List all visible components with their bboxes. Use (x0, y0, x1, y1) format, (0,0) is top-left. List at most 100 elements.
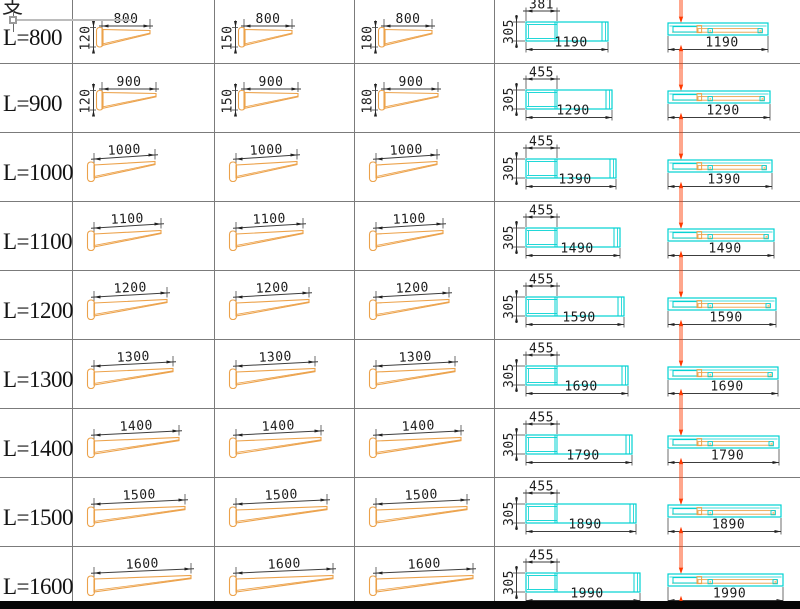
row-label: L=1500 (0, 477, 74, 546)
beam-side-view-type2: 1300 (214, 339, 356, 408)
row-label-text: L=1200 (3, 297, 74, 323)
svg-text:1690: 1690 (710, 380, 743, 395)
svg-text:150: 150 (221, 26, 236, 51)
beam-side-view-type3: 1400 (354, 408, 496, 477)
svg-text:1600: 1600 (125, 556, 159, 573)
bracket-elevation-view: 1490 (660, 201, 786, 270)
row-label: L=800 (0, 0, 72, 63)
svg-text:305: 305 (502, 501, 517, 526)
svg-text:1690: 1690 (564, 380, 597, 395)
beam-side-view-type2: 900 150 (214, 63, 356, 132)
row-label: L=1300 (0, 339, 74, 408)
column-divider (214, 0, 215, 601)
svg-text:1500: 1500 (122, 487, 156, 504)
svg-text:1100: 1100 (392, 211, 426, 228)
bracket-plan-view: 455 305 1290 (496, 63, 628, 132)
table-row: L=900 900 120 900 150 900 180 455 305 1290 12… (0, 63, 800, 132)
table-row: L=1400 1400 1400 1400 455 305 1790 1790 (0, 408, 800, 477)
svg-text:1300: 1300 (398, 349, 432, 366)
beam-side-view-type3: 1300 (354, 339, 496, 408)
svg-text:455: 455 (529, 342, 554, 357)
svg-text:900: 900 (259, 75, 284, 90)
svg-text:455: 455 (529, 204, 554, 219)
svg-text:1490: 1490 (560, 242, 593, 257)
bracket-plan-view: 455 305 1590 (496, 270, 640, 339)
svg-text:1290: 1290 (556, 104, 589, 119)
svg-text:1000: 1000 (107, 142, 141, 159)
beam-side-view-type3: 900 180 (354, 63, 496, 132)
beam-side-view-type2: 1500 (214, 477, 356, 546)
bracket-elevation-view: 1690 (660, 339, 790, 408)
svg-text:1590: 1590 (562, 311, 595, 326)
bracket-plan-view: 455 305 1490 (496, 201, 636, 270)
row-label: L=1100 (0, 201, 73, 270)
svg-text:1400: 1400 (261, 418, 295, 435)
svg-text:120: 120 (79, 26, 94, 51)
svg-text:1790: 1790 (711, 449, 744, 464)
bracket-elevation-view: 1790 (660, 408, 791, 477)
row-label: L=900 (0, 63, 72, 132)
row-label-text: L=1000 (3, 159, 74, 185)
beam-side-view-type2: 1400 (214, 408, 356, 477)
beam-side-view-type1: 900 120 (72, 63, 214, 132)
table-row: L=800 800 120 800 150 800 180 381 305 1190 11… (0, 0, 800, 69)
column-divider (354, 0, 355, 601)
svg-text:800: 800 (256, 12, 281, 27)
svg-text:150: 150 (221, 89, 236, 114)
svg-text:1300: 1300 (116, 349, 150, 366)
svg-text:1490: 1490 (708, 242, 741, 257)
row-divider (0, 270, 800, 271)
bracket-elevation-view: 1890 (660, 477, 793, 546)
beam-side-view-type2: 800 150 (214, 0, 356, 69)
table-row: L=1600 1600 1600 1600 455 305 1990 1990 (0, 546, 800, 609)
beam-side-view-type1: 800 120 (72, 0, 214, 69)
beam-side-view-type1: 1400 (72, 408, 214, 477)
svg-text:1890: 1890 (568, 518, 601, 533)
svg-text:1400: 1400 (401, 418, 435, 435)
svg-text:455: 455 (529, 135, 554, 150)
bracket-plan-view: 455 305 1790 (496, 408, 648, 477)
svg-text:455: 455 (529, 480, 554, 495)
svg-text:1790: 1790 (566, 449, 599, 464)
bracket-elevation-view: 1190 (660, 0, 780, 69)
row-label-text: L=800 (3, 24, 63, 50)
row-divider (0, 63, 800, 64)
corner-leader-line-bottom (13, 24, 14, 32)
bracket-plan-view: 381 305 1190 (496, 0, 624, 69)
svg-text:1500: 1500 (404, 487, 438, 504)
svg-text:1200: 1200 (255, 280, 289, 297)
beam-side-view-type3: 1100 (354, 201, 496, 270)
bracket-elevation-view: 1990 (660, 546, 795, 609)
beam-side-view-type1: 1600 (72, 546, 214, 609)
row-label: L=1000 (0, 132, 74, 201)
svg-text:455: 455 (529, 273, 554, 288)
row-divider (0, 201, 800, 202)
svg-text:120: 120 (79, 89, 94, 114)
svg-text:305: 305 (502, 294, 517, 319)
beam-side-view-type2: 1600 (214, 546, 356, 609)
bottom-black-band (0, 601, 800, 609)
table-row: L=1200 1200 1200 1200 455 305 1590 1590 (0, 270, 800, 339)
svg-text:305: 305 (502, 87, 517, 112)
table-row: L=1100 1100 1100 1100 455 305 1490 1490 (0, 201, 800, 270)
bracket-plan-view: 455 305 1990 (496, 546, 656, 609)
column-divider (494, 0, 495, 601)
svg-text:1200: 1200 (113, 280, 147, 297)
svg-text:1600: 1600 (267, 556, 301, 573)
row-divider (0, 339, 800, 340)
beam-side-view-type3: 1200 (354, 270, 496, 339)
svg-text:305: 305 (502, 570, 517, 595)
svg-text:305: 305 (502, 432, 517, 457)
svg-text:1300: 1300 (258, 349, 292, 366)
svg-text:455: 455 (529, 66, 554, 81)
svg-text:305: 305 (502, 225, 517, 250)
corner-node-marker (9, 16, 17, 24)
beam-side-view-type2: 1000 (214, 132, 356, 201)
svg-text:180: 180 (361, 26, 376, 51)
row-divider (0, 408, 800, 409)
svg-text:455: 455 (529, 549, 554, 564)
svg-text:1400: 1400 (119, 418, 153, 435)
svg-text:1290: 1290 (706, 104, 739, 119)
svg-text:900: 900 (117, 75, 142, 90)
row-label-text: L=1600 (3, 573, 74, 599)
